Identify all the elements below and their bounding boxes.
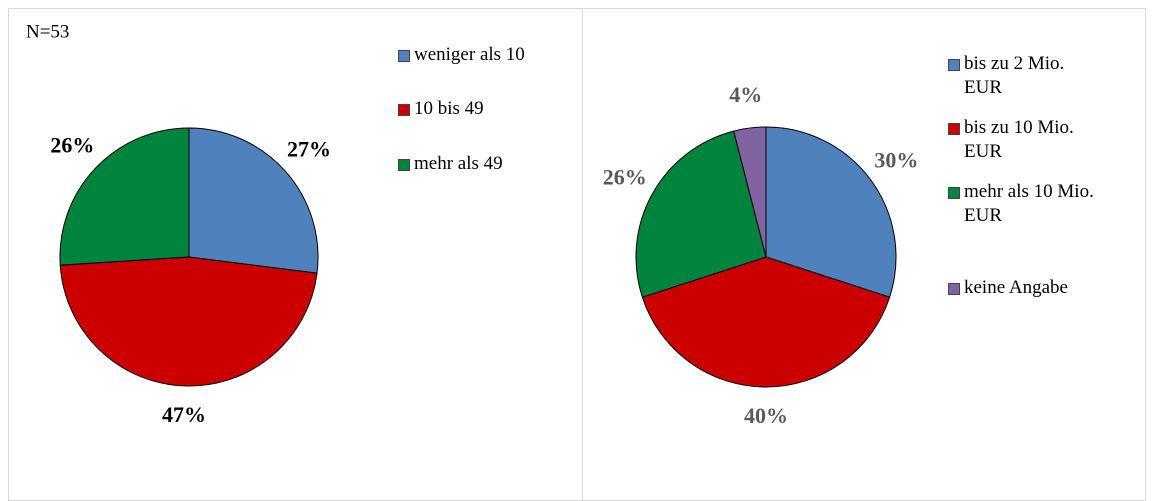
legend-swatch: [398, 50, 410, 62]
pie-slice: [733, 126, 767, 258]
pie-slice: [765, 126, 897, 298]
legend-swatch: [948, 123, 960, 135]
legend-swatch: [948, 283, 960, 295]
legend-label: mehr als 10 Mio. EUR: [964, 181, 1094, 226]
data-label: 4%: [729, 82, 762, 107]
pie-slice: [59, 127, 190, 266]
legend-item: 10 bis 49: [398, 97, 544, 121]
legend-swatch: [948, 187, 960, 199]
legend-label: keine Angabe: [964, 277, 1068, 298]
legend-swatch: [398, 159, 410, 171]
legend-label: mehr als 49: [414, 153, 503, 174]
pie-slice: [635, 130, 767, 298]
data-label: 27%: [287, 136, 331, 161]
legend-label: bis zu 10 Mio. EUR: [964, 117, 1074, 162]
legend-swatch: [948, 59, 960, 71]
legend-item: bis zu 2 Mio. EUR: [948, 52, 1094, 100]
legend-item: mehr als 49: [398, 152, 544, 176]
legend-swatch: [398, 104, 410, 116]
pie-slice: [59, 256, 318, 387]
legend-label: weniger als 10: [414, 44, 525, 65]
legend-item: keine Angabe: [948, 276, 1094, 300]
legend-label: bis zu 2 Mio. EUR: [964, 53, 1065, 98]
pie-slice: [188, 127, 319, 274]
pie-slice: [641, 256, 891, 388]
legend-item: weniger als 10: [398, 43, 544, 67]
legend-item: bis zu 10 Mio. EUR: [948, 116, 1094, 164]
legend-item: mehr als 10 Mio. EUR: [948, 180, 1094, 228]
legend-label: 10 bis 49: [414, 98, 484, 119]
data-label: 26%: [603, 164, 647, 189]
data-label: 40%: [744, 403, 788, 428]
annotation: N=53: [26, 21, 69, 42]
data-label: 26%: [50, 133, 94, 158]
data-label: 30%: [874, 147, 918, 172]
data-label: 47%: [162, 402, 206, 427]
